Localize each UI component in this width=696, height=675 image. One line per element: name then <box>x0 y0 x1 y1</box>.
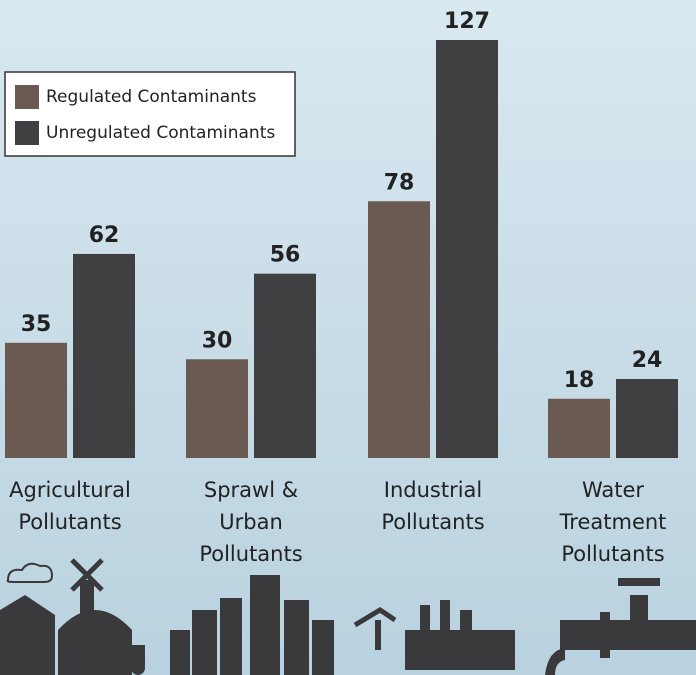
bar <box>73 254 135 458</box>
icons <box>0 560 696 675</box>
legend-swatch <box>15 85 39 109</box>
value-label: 35 <box>21 312 52 337</box>
page: Regulated Contaminants Unregulated Contam… <box>0 0 696 675</box>
category-label: Water Treatment Pollutants <box>538 474 688 570</box>
value-label: 56 <box>270 243 301 268</box>
legend-box <box>5 72 295 156</box>
bar <box>5 343 67 458</box>
bar <box>616 379 678 458</box>
legend-label: Regulated Contaminants <box>46 87 257 107</box>
value-label: 78 <box>384 170 415 195</box>
value-label: 62 <box>89 223 120 248</box>
legend: Regulated Contaminants Unregulated Contam… <box>5 72 295 156</box>
bar <box>368 201 430 458</box>
value-label: 30 <box>202 328 233 353</box>
category-label: Industrial Pollutants <box>358 474 508 538</box>
bar <box>548 399 610 458</box>
value-label: 127 <box>444 9 490 34</box>
bar <box>436 40 498 458</box>
category-label: Sprawl & Urban Pollutants <box>176 474 326 570</box>
bar <box>186 359 248 458</box>
legend-swatch <box>15 121 39 145</box>
bar <box>254 274 316 458</box>
legend-label: Unregulated Contaminants <box>46 123 275 143</box>
value-label: 18 <box>564 368 595 393</box>
category-label: Agricultural Pollutants <box>0 474 145 538</box>
chart: Regulated Contaminants Unregulated Contam… <box>0 0 696 675</box>
value-label: 24 <box>632 348 663 373</box>
